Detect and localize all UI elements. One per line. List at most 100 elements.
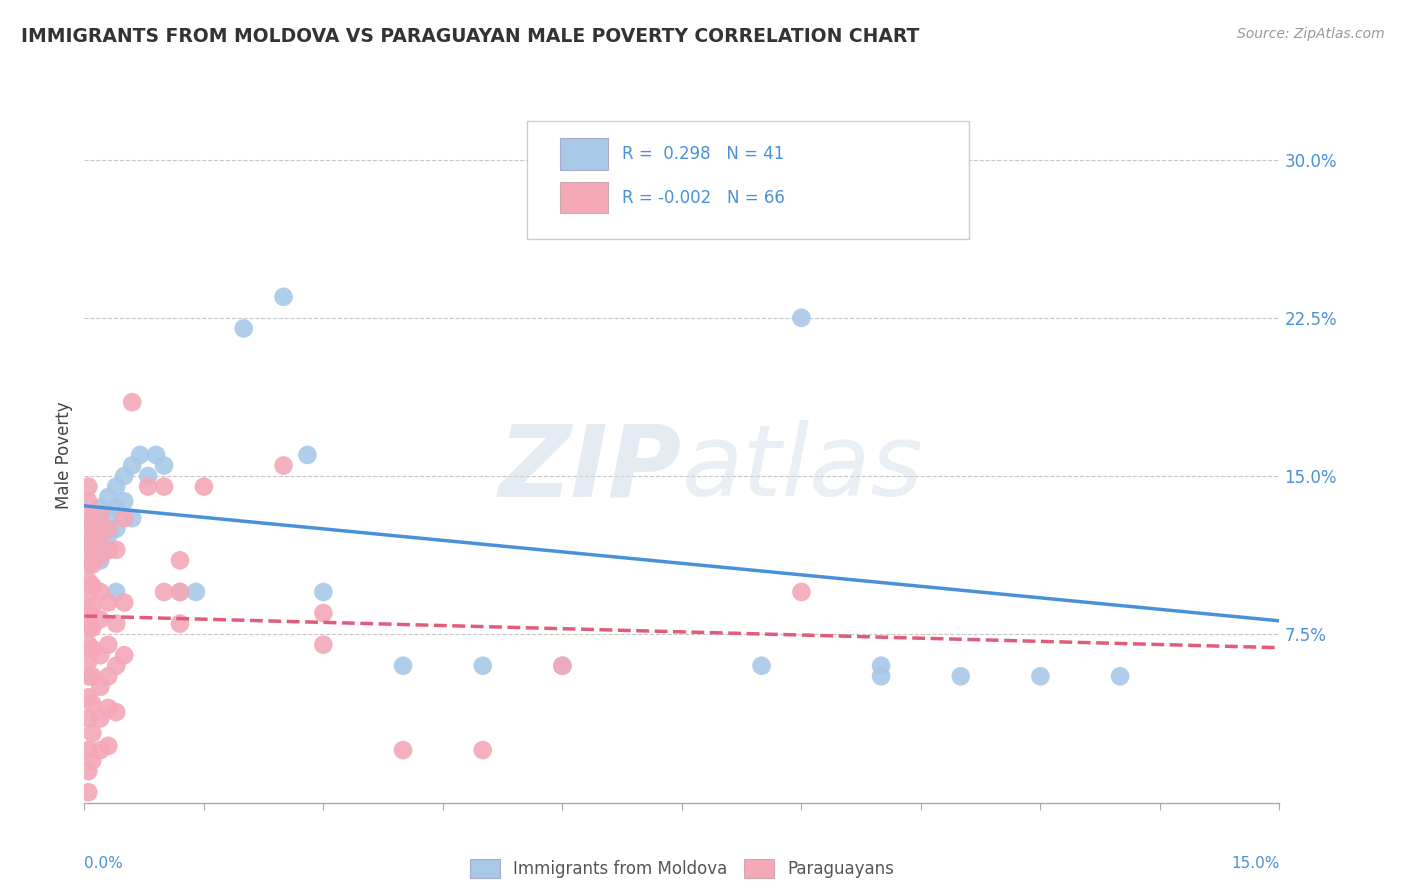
Point (82, 641, 104, 656)
Point (949, 669, 972, 683)
Text: R = -0.002   N = 66: R = -0.002 N = 66 (623, 189, 785, 207)
Point (105, 616, 128, 631)
FancyBboxPatch shape (560, 138, 607, 169)
Point (82, 754, 104, 768)
Point (97, 490, 120, 504)
Point (77, 638, 100, 652)
Point (97, 739, 120, 753)
Point (105, 705, 128, 719)
Point (82, 522, 104, 536)
Point (97, 669, 120, 683)
Point (471, 743, 494, 757)
Point (273, 458, 295, 473)
Point (77, 589, 100, 603)
Point (232, 321, 254, 335)
Point (77, 655, 100, 669)
Point (82, 697, 104, 711)
Point (153, 479, 176, 493)
Point (82, 558, 104, 572)
Text: 15.0%: 15.0% (1232, 856, 1279, 871)
Point (82, 621, 104, 635)
Point (136, 479, 159, 493)
Text: atlas: atlas (682, 420, 924, 517)
Point (105, 522, 128, 536)
Point (790, 585, 813, 599)
Point (169, 585, 191, 599)
Point (121, 458, 143, 473)
FancyBboxPatch shape (527, 121, 969, 239)
Point (77, 621, 100, 635)
Point (97, 638, 120, 652)
Y-axis label: Male Poverty: Male Poverty (55, 401, 73, 508)
Point (153, 458, 176, 473)
Point (105, 585, 128, 599)
Point (751, 658, 773, 673)
Point (89, 711, 111, 725)
Point (89, 516, 111, 530)
Point (97, 542, 120, 557)
Point (129, 448, 152, 462)
Point (169, 553, 191, 567)
Point (89, 500, 111, 515)
Point (82, 669, 104, 683)
Point (82, 599, 104, 614)
Point (105, 500, 128, 515)
Point (297, 448, 319, 462)
Point (89, 528, 111, 542)
Point (169, 585, 191, 599)
Point (184, 585, 207, 599)
Point (97, 595, 120, 609)
Point (97, 522, 120, 536)
Point (312, 585, 335, 599)
Point (77, 528, 100, 542)
Point (112, 595, 135, 609)
Point (89, 585, 111, 599)
Point (1029, 669, 1052, 683)
Point (112, 511, 135, 525)
Point (89, 648, 111, 663)
Point (312, 638, 335, 652)
Point (97, 542, 120, 557)
Point (77, 785, 100, 799)
Point (82, 542, 104, 557)
Point (77, 494, 100, 508)
Point (112, 648, 135, 663)
Point (121, 511, 143, 525)
Legend: Immigrants from Moldova, Paraguayans: Immigrants from Moldova, Paraguayans (463, 853, 901, 885)
Point (830, 153, 852, 167)
Point (82, 511, 104, 525)
Text: ZIP: ZIP (499, 420, 682, 517)
Point (790, 310, 813, 325)
Point (89, 553, 111, 567)
Point (97, 528, 120, 542)
Point (551, 658, 574, 673)
Point (89, 612, 111, 626)
Point (77, 511, 100, 525)
Point (193, 479, 215, 493)
Point (97, 511, 120, 525)
Point (105, 658, 128, 673)
Point (77, 542, 100, 557)
Point (77, 764, 100, 779)
Text: R =  0.298   N = 41: R = 0.298 N = 41 (623, 145, 785, 163)
Point (77, 711, 100, 725)
Point (145, 448, 167, 462)
Text: Source: ZipAtlas.com: Source: ZipAtlas.com (1237, 27, 1385, 41)
Point (77, 558, 100, 572)
Point (82, 516, 104, 530)
Text: 0.0%: 0.0% (84, 856, 124, 871)
Point (97, 701, 120, 715)
Point (77, 669, 100, 683)
Point (77, 606, 100, 620)
Point (89, 743, 111, 757)
Point (77, 479, 100, 493)
Text: IMMIGRANTS FROM MOLDOVA VS PARAGUAYAN MALE POVERTY CORRELATION CHART: IMMIGRANTS FROM MOLDOVA VS PARAGUAYAN MA… (21, 27, 920, 45)
Point (89, 507, 111, 521)
FancyBboxPatch shape (560, 182, 607, 213)
Point (89, 536, 111, 550)
Point (89, 549, 111, 563)
Point (77, 743, 100, 757)
Point (105, 542, 128, 557)
Point (112, 494, 135, 508)
Point (89, 680, 111, 694)
